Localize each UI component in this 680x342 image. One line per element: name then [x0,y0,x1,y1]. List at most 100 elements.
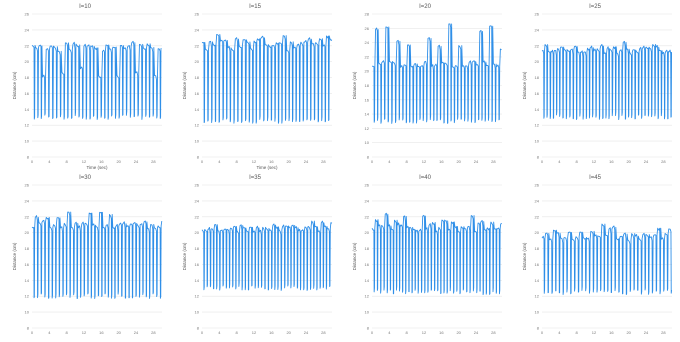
x-tick-label: 8 [576,330,579,335]
chart-panel: I=40 8 10 12 14 16 18 20 22 24 26 0 4 8 12 16 20 24 28 Dist… [340,171,510,342]
chart-panel: I=35 8 10 12 14 16 18 20 22 24 26 0 4 8 12 16 20 24 28 Dist… [170,171,340,342]
x-tick-label: 24 [474,159,479,164]
y-axis-label: Distance (cm) [522,242,527,270]
x-tick-label: 4 [558,159,561,164]
distance-series-line [371,23,502,124]
x-tick-label: 0 [371,330,374,335]
distance-series-line [541,40,673,121]
x-tick-label: 0 [31,159,34,164]
y-tick-label: 16 [535,91,540,96]
y-tick-label: 14 [365,112,370,117]
x-tick-label: 8 [236,330,239,335]
y-tick-label: 18 [25,246,30,251]
y-tick-label: 20 [25,59,30,64]
y-tick-label: 26 [25,12,30,17]
y-tick-label: 24 [195,198,200,203]
y-tick-label: 10 [25,310,30,315]
x-tick-label: 28 [491,330,496,335]
y-tick-label: 18 [25,75,30,80]
x-tick-label: 8 [406,159,409,164]
x-tick-label: 12 [422,330,427,335]
y-tick-label: 18 [195,75,200,80]
x-tick-label: 28 [491,159,496,164]
y-tick-label: 8 [27,326,30,331]
chart-panel: I=20 8 10 12 14 16 18 20 22 24 26 28 0 4 8 12 16 20 24 28 Di… [340,0,510,171]
x-tick-label: 28 [151,159,156,164]
x-tick-label: 0 [541,330,544,335]
y-tick-label: 26 [535,183,540,188]
y-tick-label: 20 [195,230,200,235]
y-tick-label: 20 [365,230,370,235]
x-tick-label: 16 [439,330,444,335]
y-tick-label: 14 [25,107,30,112]
chart-panel: I=10 8 10 12 14 16 18 20 22 24 26 0 4 8 12 16 20 24 28 Dist… [0,0,170,171]
y-axis-label: Distance (cm) [352,242,357,270]
y-tick-label: 20 [535,230,540,235]
chart-title: I=45 [589,175,601,181]
chart-panel: I=30 8 10 12 14 16 18 20 22 24 26 0 4 8 12 16 20 24 28 Dist… [0,171,170,342]
chart-svg: 8 10 12 14 16 18 20 22 24 26 0 4 8 12 16 20 24 28 Distance… [522,12,673,164]
y-tick-label: 24 [25,198,30,203]
y-tick-label: 20 [25,230,30,235]
x-tick-label: 4 [558,330,561,335]
x-tick-label: 20 [626,159,631,164]
x-tick-label: 12 [592,159,597,164]
chart-title: I=40 [419,175,431,181]
x-tick-label: 4 [48,330,51,335]
y-tick-label: 12 [25,123,30,128]
distance-series-line [541,223,673,296]
x-tick-label: 20 [116,159,121,164]
x-tick-label: 16 [609,330,614,335]
y-tick-label: 22 [195,43,200,48]
y-tick-label: 16 [25,262,30,267]
x-tick-label: 0 [541,159,544,164]
x-tick-label: 28 [661,159,666,164]
y-axis-label: Distance (cm) [12,71,17,99]
x-tick-label: 24 [304,330,309,335]
y-tick-label: 8 [537,155,540,160]
distance-series-line [201,33,333,124]
y-tick-label: 28 [365,12,370,17]
y-tick-label: 12 [25,294,30,299]
y-tick-label: 26 [365,183,370,188]
x-tick-label: 0 [201,330,204,335]
y-tick-label: 12 [535,123,540,128]
chart-title: I=35 [249,175,261,181]
y-tick-label: 22 [365,54,370,59]
y-tick-label: 10 [365,310,370,315]
y-tick-label: 22 [365,214,370,219]
y-axis-label: Distance (cm) [522,71,527,99]
y-tick-label: 16 [195,262,200,267]
y-tick-label: 14 [535,278,540,283]
x-tick-label: 12 [82,159,87,164]
x-tick-label: 12 [82,330,87,335]
y-tick-label: 18 [365,83,370,88]
x-tick-label: 16 [269,159,274,164]
x-tick-label: 28 [151,330,156,335]
x-tick-label: 20 [456,330,461,335]
chart-title: I=20 [419,4,431,10]
y-tick-label: 8 [537,326,540,331]
y-tick-label: 10 [195,139,200,144]
y-tick-label: 20 [195,59,200,64]
x-tick-label: 4 [218,330,221,335]
chart-panel: I=25 8 10 12 14 16 18 20 22 24 26 0 4 8 12 16 20 24 28 Dist… [510,0,680,171]
y-tick-label: 16 [195,91,200,96]
chart-svg: 8 10 12 14 16 18 20 22 24 26 0 4 8 12 16 20 24 28 Distance… [12,183,163,335]
y-tick-label: 16 [535,262,540,267]
y-tick-label: 22 [25,43,30,48]
distance-series-line [31,211,163,299]
x-tick-label: 20 [286,330,291,335]
y-tick-label: 20 [365,69,370,74]
x-tick-label: 8 [406,330,409,335]
y-tick-label: 26 [25,183,30,188]
x-tick-label: 12 [592,330,597,335]
chart-title: I=10 [79,4,91,10]
y-tick-label: 8 [197,326,200,331]
y-axis-label: Distance (cm) [352,71,357,99]
y-tick-label: 12 [535,294,540,299]
x-tick-label: 0 [201,159,204,164]
x-tick-label: 16 [609,159,614,164]
x-tick-label: 0 [31,330,34,335]
y-axis-label: Distance (cm) [182,242,187,270]
